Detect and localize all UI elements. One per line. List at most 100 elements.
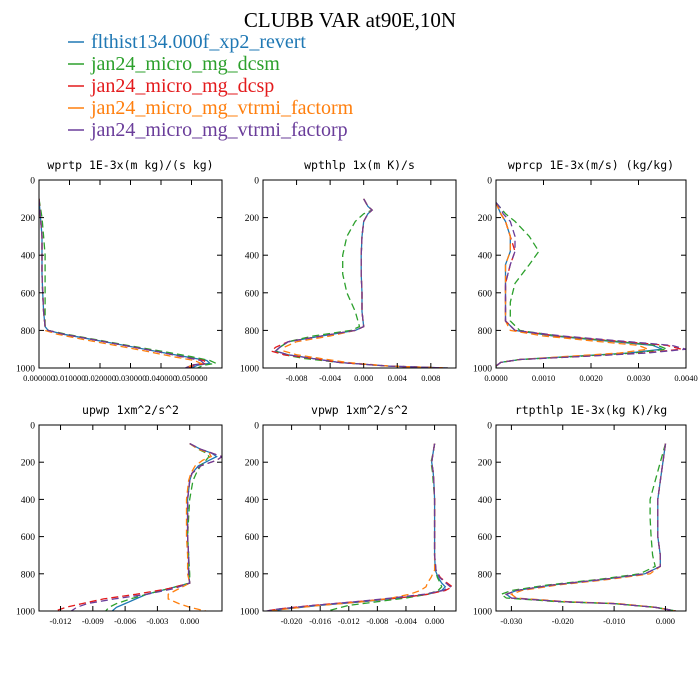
legend-entry: flthist134.000f_xp2_revert xyxy=(68,31,306,53)
series-line xyxy=(70,443,222,611)
panel-title: rtpthlp 1E-3x(kg K)/kg xyxy=(515,403,667,417)
chart-panel: wprtp 1E-3x(m kg)/(s kg) 0 200 400 600 800 100… xyxy=(16,158,223,383)
y-tick-label: 400 xyxy=(21,252,36,262)
figure-title: CLUBB VAR at90E,10N xyxy=(244,8,456,32)
y-tick-label: 600 xyxy=(21,533,36,543)
plot-frame xyxy=(38,424,223,612)
x-tick-label: 0.030000 xyxy=(115,373,147,383)
x-tick-label: -0.030 xyxy=(500,616,522,626)
chart-panel: upwp 1xm^2/s^2 0 200 400 600 800 1000 -0.012 -0.… xyxy=(16,403,223,626)
y-tick-label: 0 xyxy=(487,177,492,187)
x-tick-label: 0.0000 xyxy=(484,373,507,383)
legend-label: jan24_micro_mg_vtrmi_factorm xyxy=(90,97,354,119)
series-group xyxy=(39,198,219,368)
x-tick-label: -0.008 xyxy=(286,373,308,383)
legend-entry: jan24_micro_mg_dcsm xyxy=(68,53,280,75)
chart-panel: wpthlp 1x(m K)/s 0 200 400 600 800 1000 -0.008 -… xyxy=(240,158,457,383)
y-tick-label: 1000 xyxy=(473,608,492,618)
y-tick-label: 1000 xyxy=(240,365,259,375)
y-tick-label: 1000 xyxy=(240,608,259,618)
x-tick-label: -0.012 xyxy=(50,616,72,626)
x-tick-label: 0.000 xyxy=(425,616,444,626)
y-tick-label: 400 xyxy=(245,496,260,506)
y-tick-label: 400 xyxy=(478,252,493,262)
x-tick-label: 0.000000 xyxy=(23,373,55,383)
x-tick-label: 0.008 xyxy=(421,373,440,383)
x-tick-label: -0.009 xyxy=(82,616,104,626)
legend-entry: jan24_micro_mg_vtrmi_factorm xyxy=(68,97,354,119)
series-group xyxy=(499,443,676,611)
y-tick-label: 200 xyxy=(21,459,36,469)
series-line xyxy=(39,198,209,368)
x-tick-label: -0.003 xyxy=(146,616,168,626)
x-tick-label: 0.050000 xyxy=(176,373,208,383)
series-line xyxy=(274,198,448,368)
series-line xyxy=(274,198,448,368)
x-tick-label: 0.020000 xyxy=(84,373,116,383)
y-tick-label: 0 xyxy=(487,422,492,432)
y-tick-label: 1000 xyxy=(473,365,492,375)
y-tick-label: 200 xyxy=(478,459,493,469)
y-tick-label: 600 xyxy=(245,289,260,299)
y-tick-label: 600 xyxy=(21,289,36,299)
y-tick-label: 200 xyxy=(478,214,493,224)
x-tick-label: 0.000 xyxy=(656,616,675,626)
series-group xyxy=(270,198,448,368)
y-tick-label: 400 xyxy=(478,496,493,506)
y-tick-label: 200 xyxy=(245,214,260,224)
x-tick-label: 0.010000 xyxy=(54,373,86,383)
x-tick-label: -0.004 xyxy=(395,616,418,626)
series-line xyxy=(496,202,686,368)
y-tick-label: 0 xyxy=(254,177,259,187)
legend-label: jan24_micro_mg_dcsm xyxy=(90,53,280,75)
panel-title: upwp 1xm^2/s^2 xyxy=(82,403,179,417)
y-tick-label: 800 xyxy=(478,570,493,580)
panel-title: wprtp 1E-3x(m kg)/(s kg) xyxy=(47,158,213,172)
legend: flthist134.000f_xp2_revertjan24_micro_mg… xyxy=(68,31,354,141)
legend-entry: jan24_micro_mg_vtrmi_factorp xyxy=(68,119,348,141)
y-tick-label: 200 xyxy=(245,459,260,469)
x-tick-label: 0.000 xyxy=(354,373,373,383)
series-line xyxy=(504,443,676,611)
x-tick-label: 0.0040 xyxy=(674,373,697,383)
y-tick-label: 800 xyxy=(245,327,260,337)
x-tick-label: -0.020 xyxy=(281,616,303,626)
x-tick-label: -0.004 xyxy=(319,373,342,383)
legend-label: flthist134.000f_xp2_revert xyxy=(91,31,306,53)
series-group xyxy=(496,202,686,368)
x-tick-label: 0.0010 xyxy=(532,373,555,383)
plot-frame xyxy=(495,424,687,612)
series-line xyxy=(39,198,219,368)
series-line xyxy=(39,198,203,368)
x-tick-label: -0.010 xyxy=(603,616,625,626)
x-tick-label: 0.000 xyxy=(180,616,199,626)
y-tick-label: 400 xyxy=(21,496,36,506)
panel-title: wpthlp 1x(m K)/s xyxy=(304,158,415,172)
x-tick-label: 0.004 xyxy=(388,373,408,383)
legend-entry: jan24_micro_mg_dcsp xyxy=(68,75,274,97)
x-tick-label: -0.006 xyxy=(114,616,136,626)
x-tick-label: 0.0020 xyxy=(579,373,602,383)
plot-frame xyxy=(262,179,457,369)
plot-frame xyxy=(262,424,457,612)
x-tick-label: -0.016 xyxy=(309,616,331,626)
legend-label: jan24_micro_mg_vtrmi_factorp xyxy=(90,119,348,141)
y-tick-label: 1000 xyxy=(16,608,35,618)
y-tick-label: 0 xyxy=(254,422,259,432)
x-tick-label: 0.0030 xyxy=(627,373,650,383)
y-tick-label: 600 xyxy=(245,533,260,543)
y-tick-label: 800 xyxy=(478,327,493,337)
y-tick-label: 600 xyxy=(478,289,493,299)
chart-panels: wprtp 1E-3x(m kg)/(s kg) 0 200 400 600 800 100… xyxy=(16,158,698,626)
y-tick-label: 800 xyxy=(245,570,260,580)
series-line xyxy=(167,443,213,611)
x-tick-label: -0.020 xyxy=(552,616,574,626)
y-tick-label: 800 xyxy=(21,327,36,337)
y-tick-label: 0 xyxy=(30,422,35,432)
series-group xyxy=(266,443,454,611)
legend-label: jan24_micro_mg_dcsp xyxy=(90,75,274,97)
panel-title: wprcp 1E-3x(m/s) (kg/kg) xyxy=(508,158,674,172)
panel-title: vpwp 1xm^2/s^2 xyxy=(311,403,408,417)
chart-panel: wprcp 1E-3x(m/s) (kg/kg) 0 200 400 600 800 100… xyxy=(473,158,698,383)
